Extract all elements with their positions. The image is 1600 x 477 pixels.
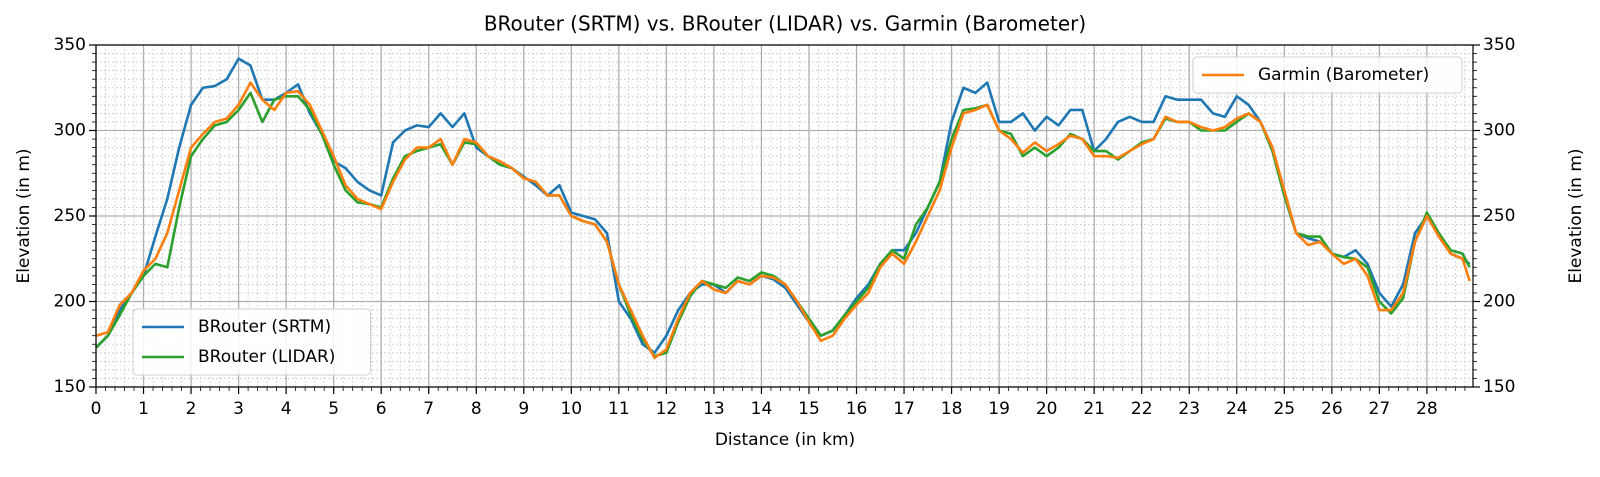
x-tick-label: 0 [91,399,102,419]
x-tick-label: 11 [608,399,630,419]
x-tick-label: 16 [846,399,868,419]
x-tick-label: 18 [941,399,963,419]
y2-tick-label: 350 [1483,35,1515,55]
x-tick-label: 25 [1273,399,1295,419]
x-tick-label: 21 [1083,399,1105,419]
x-tick-label: 13 [703,399,725,419]
x-tick-label: 6 [376,399,387,419]
x-tick-label: 7 [423,399,434,419]
y2-tick-label: 200 [1483,292,1515,312]
y2-axis-label: Elevation (in m) [1566,148,1586,283]
chart-title: BRouter (SRTM) vs. BRouter (LIDAR) vs. G… [484,12,1086,36]
x-tick-label: 26 [1321,399,1343,419]
x-tick-label: 3 [233,399,244,419]
series-line [95,81,1471,360]
x-tick-label: 9 [518,399,529,419]
x-tick-label: 1 [138,399,149,419]
x-tick-label: 10 [560,399,582,419]
y-tick-label: 350 [54,35,86,55]
legend-box [132,308,371,376]
y-tick-label: 300 [54,121,86,141]
x-tick-label: 8 [471,399,482,419]
x-axis-label: Distance (in km) [715,430,855,450]
y-tick-label: 250 [54,206,86,226]
legend: BRouter (SRTM) BRouter (LIDAR) [132,308,371,376]
x-tick-label: 19 [988,399,1010,419]
x-tick-label: 12 [656,399,678,419]
x-tick-label: 5 [328,399,339,419]
x-tick-label: 14 [751,399,773,419]
legend-label: BRouter (SRTM) [198,317,331,337]
legend-box [1192,56,1463,94]
plot-frame [95,44,1474,388]
x-tick-label: 27 [1369,399,1391,419]
y-tick-label: 150 [54,377,86,397]
y2-tick-label: 250 [1483,206,1515,226]
y-axis-label: Elevation (in m) [14,148,34,283]
legend: Garmin (Barometer) [1192,56,1463,94]
legend-label: BRouter (LIDAR) [198,347,335,367]
x-tick-label: 15 [798,399,820,419]
x-tick-label: 24 [1226,399,1248,419]
x-tick-label: 20 [1036,399,1058,419]
x-tick-label: 4 [281,399,292,419]
x-tick-label: 2 [186,399,197,419]
x-tick-label: 22 [1131,399,1153,419]
x-tick-label: 28 [1416,399,1438,419]
y2-tick-label: 300 [1483,121,1515,141]
y2-tick-label: 150 [1483,377,1515,397]
x-tick-label: 23 [1178,399,1200,419]
legend-label: Garmin (Barometer) [1258,65,1429,85]
x-tick-label: 17 [893,399,915,419]
y-tick-label: 200 [54,292,86,312]
